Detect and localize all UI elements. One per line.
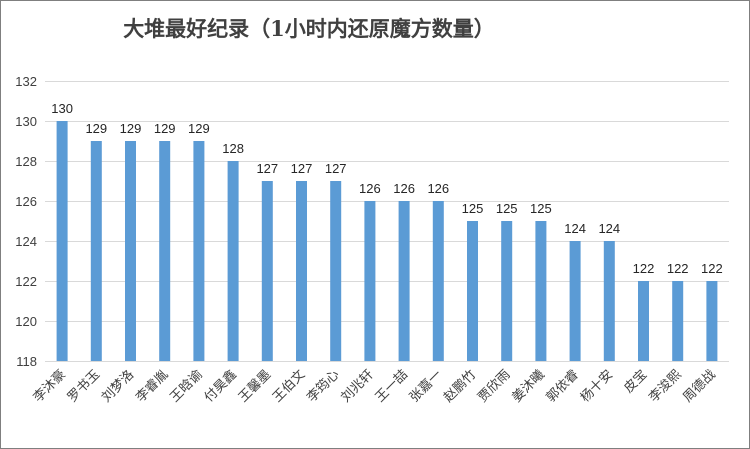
y-tick-label: 122 [15,274,37,289]
category-label: 李沐豪 [30,367,69,406]
data-label: 125 [462,201,484,216]
bar [56,121,68,361]
data-label: 124 [598,221,620,236]
category-label: 姜沐曦 [509,367,548,406]
bar [125,141,136,361]
data-label: 122 [701,261,723,276]
category-label: 李浚熙 [646,367,684,405]
data-label: 127 [325,161,347,176]
data-label: 125 [496,201,518,216]
bar [398,201,410,361]
data-label: 122 [667,261,689,276]
bar [261,181,273,361]
category-label: 赵鹏竹 [441,367,479,405]
y-tick-label: 124 [15,234,37,249]
data-label: 125 [530,201,552,216]
y-axis-ticks: 118 120 122 124 126 128 130 132 [15,74,37,369]
y-tick-label: 128 [15,154,37,169]
category-label: 王一喆 [373,367,411,405]
data-label: 129 [85,121,107,136]
bar [569,241,581,361]
category-label: 罗书玉 [65,367,103,405]
data-label: 129 [188,121,210,136]
bar [535,221,547,361]
bar [364,201,376,361]
data-label: 127 [291,161,313,176]
bar [672,281,684,361]
bar [193,141,205,361]
data-label: 129 [120,121,142,136]
bars [56,121,718,361]
category-label: 李筠心 [304,367,343,406]
category-label: 王晗谕 [167,367,206,406]
data-label: 126 [393,181,415,196]
data-label: 128 [222,141,244,156]
y-tick-label: 118 [16,354,37,369]
bar [467,221,478,361]
category-label: 付昊鑫 [201,367,240,406]
category-label: 郭依睿 [543,367,582,406]
bar [330,181,342,361]
bar [432,201,444,361]
category-label: 周德战 [681,367,719,405]
data-label: 129 [154,121,176,136]
data-labels: 130 129 129 129 129 128 127 127 127 126 126 126 125 1… [51,101,723,276]
bar [296,181,307,361]
category-label: 刘兆轩 [339,367,377,405]
gridlines [45,81,729,322]
data-label: 126 [359,181,381,196]
y-tick-label: 130 [15,114,37,129]
category-label: 王馨墨 [235,367,274,406]
category-label: 王伯文 [270,367,308,405]
chart-title: 大堆最好纪录（1小时内还原魔方数量） [123,16,495,41]
y-tick-label: 120 [15,314,37,329]
bar [638,281,649,361]
data-label: 126 [427,181,449,196]
category-label: 李睿胤 [133,367,172,406]
bar [227,161,239,361]
y-tick-label: 126 [15,194,37,209]
bar [706,281,718,361]
category-label: 杨十安 [578,367,616,405]
data-label: 124 [564,221,586,236]
bar [159,141,171,361]
category-label: 贾欣雨 [475,367,513,405]
bar [90,141,102,361]
data-label: 130 [51,101,73,116]
y-tick-label: 132 [15,74,37,89]
category-label: 皮宝 [621,367,650,396]
bar [501,221,513,361]
data-label: 127 [256,161,278,176]
category-labels: 李沐豪罗书玉刘梦洛李睿胤王晗谕付昊鑫王馨墨王伯文李筠心刘兆轩王一喆张嘉一赵鹏竹贾… [30,367,719,406]
category-label: 刘梦洛 [99,367,137,405]
category-label: 张嘉一 [407,367,445,405]
bar [603,241,615,361]
data-label: 122 [633,261,655,276]
